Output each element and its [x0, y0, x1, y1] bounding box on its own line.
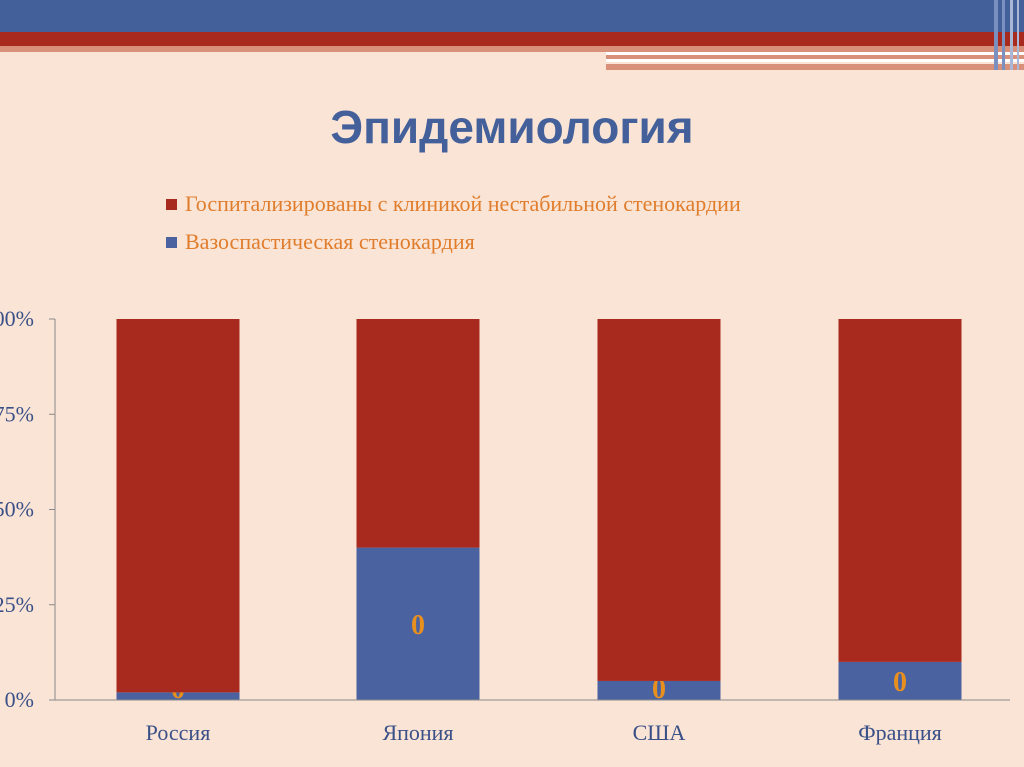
data-label: 0 — [893, 667, 907, 698]
bar-hospitalized-1 — [356, 319, 480, 548]
legend-swatch-vasospastic — [166, 236, 177, 248]
bar-hospitalized-2 — [597, 319, 721, 681]
data-label: 0 — [652, 674, 666, 705]
top-banner — [0, 0, 1024, 70]
legend-item-hospitalized: Госпитализированы с клиникой нестабильно… — [166, 185, 741, 223]
y-tick-label: 0% — [5, 687, 34, 712]
x-category-label: Франция — [858, 720, 942, 745]
bar-vasospastic-2 — [597, 680, 721, 700]
legend-swatch-hospitalized — [166, 198, 177, 210]
bar-hospitalized-3 — [838, 319, 962, 662]
data-label: 0 — [411, 610, 425, 641]
x-category-label: Россия — [146, 720, 211, 745]
x-category-label: США — [633, 720, 686, 745]
stacked-bar-chart: 0%25%50%75%100%0Россия0Япония0США0Франци… — [0, 306, 1010, 745]
bar-vasospastic-3 — [838, 661, 962, 700]
slide-title: Эпидемиология — [330, 101, 694, 153]
x-category-label: Япония — [382, 720, 453, 745]
legend-label-vasospastic: Вазоспастическая стенокардия — [185, 229, 475, 254]
legend-label-hospitalized: Госпитализированы с клиникой нестабильно… — [185, 191, 741, 216]
y-tick-label: 25% — [0, 592, 34, 617]
y-tick-label: 75% — [0, 401, 34, 426]
y-tick-label: 50% — [0, 497, 34, 522]
bar-vasospastic-1 — [356, 547, 480, 700]
chart-legend: Госпитализированы с клиникой нестабильно… — [166, 185, 741, 261]
bar-vasospastic-0 — [116, 692, 240, 700]
legend-item-vasospastic: Вазоспастическая стенокардия — [166, 223, 741, 261]
y-tick-label: 100% — [0, 306, 34, 331]
bar-hospitalized-0 — [116, 319, 240, 693]
